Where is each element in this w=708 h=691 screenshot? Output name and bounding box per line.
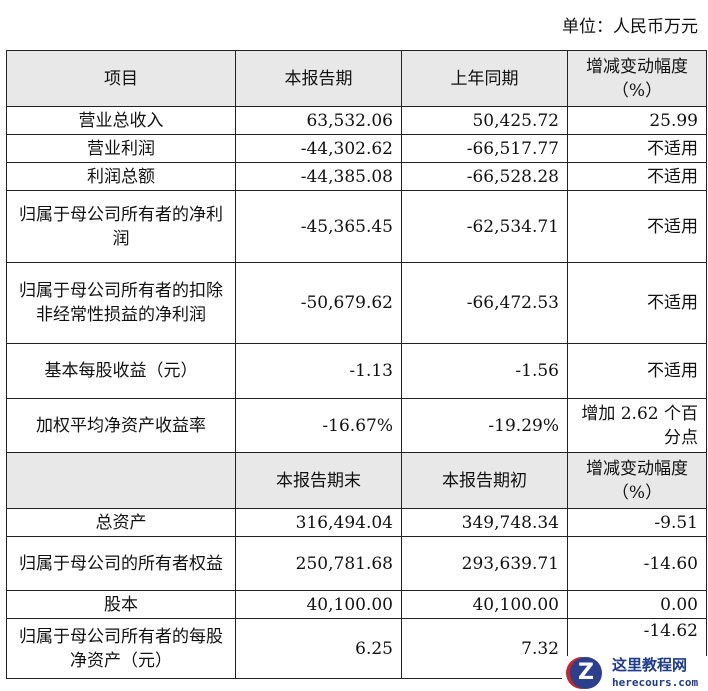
header-cell: 增减变动幅度（%） (567, 50, 707, 107)
cell-prev: -66,517.77 (401, 134, 568, 163)
cell-cur: -1.13 (235, 343, 402, 399)
watermark-logo-icon: Z (570, 657, 602, 689)
header-cell: 项目 (6, 50, 236, 107)
cell-item: 基本每股收益（元） (6, 343, 236, 399)
cell-item: 归属于母公司的所有者权益 (6, 536, 236, 591)
table-header: 项目 本报告期 上年同期 增减变动幅度（%） (6, 50, 707, 107)
table-row: 归属于母公司所有者的净利润 -45,365.45 -62,534.71 不适用 (6, 190, 707, 263)
cell-chg: 0.00 (567, 590, 707, 619)
cell-cur: 250,781.68 (235, 536, 402, 591)
cell-item: 营业利润 (6, 134, 236, 163)
cell-prev: 40,100.00 (401, 590, 568, 619)
financial-table: 项目 本报告期 上年同期 增减变动幅度（%） 营业总收入 63,532.06 50,… (6, 50, 707, 679)
cell-prev: 7.32 (401, 618, 568, 679)
cell-item: 归属于母公司所有者的每股净资产（元） (6, 618, 236, 679)
table-row: 归属于母公司所有者的扣除非经常性损益的净利润 -50,679.62 -66,472.… (6, 262, 707, 344)
table-row: 总资产 316,494.04 349,748.34 -9.51 (6, 508, 707, 537)
cell-prev: -19.29% (401, 398, 568, 453)
cell-cur: -50,679.62 (235, 262, 402, 344)
cell-chg: 25.99 (567, 106, 707, 135)
header-cell: 上年同期 (401, 50, 568, 107)
cell-prev: -66,472.53 (401, 262, 568, 344)
table-row: 加权平均净资产收益率 -16.67% -19.29% 增加 2.62 个百分点 (6, 398, 707, 453)
cell-chg: -14.60 (567, 536, 707, 591)
cell-chg: 不适用 (567, 343, 707, 399)
cell-item: 营业总收入 (6, 106, 236, 135)
cell-cur: 40,100.00 (235, 590, 402, 619)
cell-prev: -66,528.28 (401, 162, 568, 191)
cell-cur: -45,365.45 (235, 190, 402, 263)
cell-prev: 349,748.34 (401, 508, 568, 537)
cell-chg: -9.51 (567, 508, 707, 537)
cell-cur: -44,302.62 (235, 134, 402, 163)
table-row: 股本 40,100.00 40,100.00 0.00 (6, 590, 707, 619)
header-cell: 本报告期初 (401, 452, 568, 509)
cell-item: 归属于母公司所有者的扣除非经常性损益的净利润 (6, 262, 236, 344)
cell-item: 股本 (6, 590, 236, 619)
cell-prev: 293,639.71 (401, 536, 568, 591)
cell-prev: 50,425.72 (401, 106, 568, 135)
watermark-title: 这里教程网 (612, 656, 688, 674)
cell-chg: 不适用 (567, 134, 707, 163)
cell-cur: -16.67% (235, 398, 402, 453)
cell-item: 利润总额 (6, 162, 236, 191)
cell-cur: -44,385.08 (235, 162, 402, 191)
cell-item: 总资产 (6, 508, 236, 537)
header-cell: 本报告期 (235, 50, 402, 107)
header-cell (6, 452, 236, 509)
cell-prev: -62,534.71 (401, 190, 568, 263)
cell-cur: 6.25 (235, 618, 402, 679)
cell-prev: -1.56 (401, 343, 568, 399)
cell-chg: 不适用 (567, 190, 707, 263)
watermark-url: herecours.com (612, 676, 699, 689)
cell-cur: 316,494.04 (235, 508, 402, 537)
table-row: 归属于母公司的所有者权益 250,781.68 293,639.71 -14.60 (6, 536, 707, 591)
unit-label: 单位：人民币万元 (562, 17, 698, 37)
cell-item: 加权平均净资产收益率 (6, 398, 236, 453)
header-cell: 本报告期末 (235, 452, 402, 509)
watermark: Z 这里教程网 herecours.com (562, 656, 708, 691)
header-cell: 增减变动幅度（%） (567, 452, 707, 509)
cell-chg: 增加 2.62 个百分点 (567, 398, 707, 453)
table-row: 基本每股收益（元） -1.13 -1.56 不适用 (6, 343, 707, 399)
table-row: 利润总额 -44,385.08 -66,528.28 不适用 (6, 162, 707, 191)
cell-item: 归属于母公司所有者的净利润 (6, 190, 236, 263)
table-row: 营业利润 -44,302.62 -66,517.77 不适用 (6, 134, 707, 163)
table-header-2: 本报告期末 本报告期初 增减变动幅度（%） (6, 452, 707, 509)
cell-cur: 63,532.06 (235, 106, 402, 135)
cell-chg: 不适用 (567, 262, 707, 344)
table-row: 营业总收入 63,532.06 50,425.72 25.99 (6, 106, 707, 135)
cell-chg: 不适用 (567, 162, 707, 191)
